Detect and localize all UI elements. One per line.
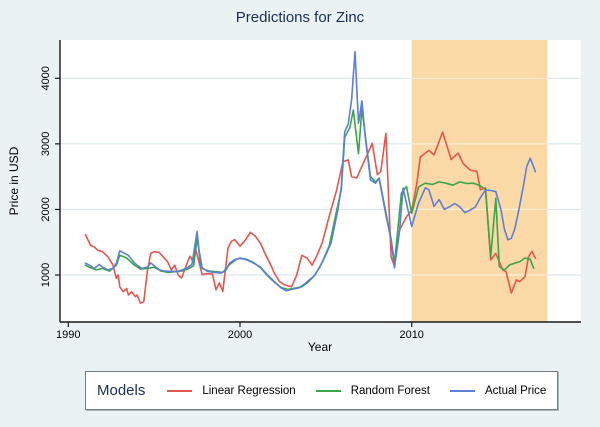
y-tick-label-2000: 2000 xyxy=(40,197,52,221)
legend-box: Models Linear Regression Random Forest Act… xyxy=(85,371,558,410)
legend-title: Models xyxy=(97,382,146,399)
chart-title: Predictions for Zinc xyxy=(235,9,365,26)
series-line-linear-regression xyxy=(84,131,537,305)
legend-key-line-0 xyxy=(167,389,193,392)
legend-label-1: Random Forest xyxy=(350,384,430,397)
legend-entry-random-forest: Random Forest xyxy=(315,384,430,397)
legend-key-line-2 xyxy=(449,389,475,392)
x-tick-label-2010: 2010 xyxy=(399,329,423,341)
y-tick-label-4000: 4000 xyxy=(40,66,52,90)
x-tick-label-1990: 1990 xyxy=(56,329,80,341)
legend-entries: Linear Regression Random Forest Actual Pri… xyxy=(167,385,566,397)
legend-entry-actual-price: Actual Price xyxy=(449,384,547,397)
x-tick-label-2000: 2000 xyxy=(228,329,252,341)
legend-label-2: Actual Price xyxy=(484,384,547,397)
legend-entry-linear-regression: Linear Regression xyxy=(167,384,296,397)
y-tick-label-1000: 1000 xyxy=(40,263,52,287)
legend-key-line-1 xyxy=(315,389,341,392)
y-axis-title: Price in USD xyxy=(7,146,21,216)
series-line-actual-price xyxy=(84,50,537,292)
y-tick-label-3000: 3000 xyxy=(40,132,52,156)
x-axis-title: Year xyxy=(307,340,333,354)
legend-label-0: Linear Regression xyxy=(202,384,296,397)
